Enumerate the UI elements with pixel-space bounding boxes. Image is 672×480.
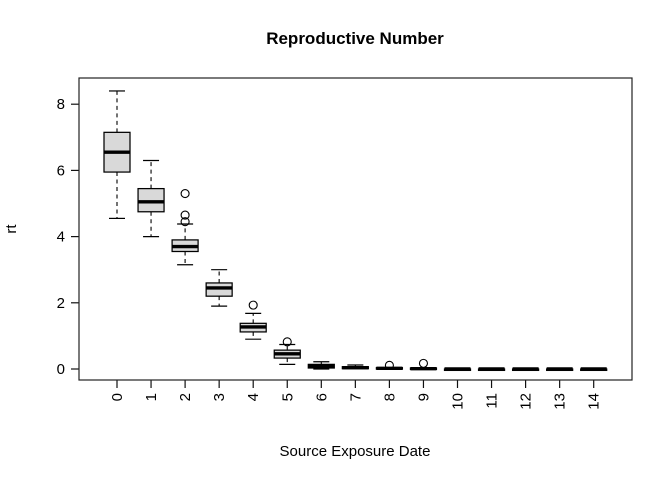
outlier-point — [180, 210, 190, 220]
boxplot-group-5 — [273, 337, 301, 365]
x-tick-label: 6 — [313, 393, 330, 401]
plot-frame — [78, 77, 633, 381]
boxplot-group-6 — [307, 361, 335, 370]
boxplot-group-12 — [511, 367, 540, 372]
x-tick-label: 13 — [552, 393, 569, 410]
x-tick-label: 9 — [415, 393, 432, 401]
y-axis-label: rt — [3, 224, 20, 234]
boxplot-series — [103, 90, 608, 372]
y-tick-label: 6 — [57, 162, 65, 179]
x-tick-label: 3 — [211, 393, 228, 401]
x-tick-label: 11 — [484, 393, 501, 409]
boxplot-group-8 — [375, 360, 404, 371]
outlier-point — [248, 300, 258, 310]
outlier-point — [384, 360, 394, 370]
boxplot-group-3 — [205, 269, 233, 307]
boxplot-group-1 — [137, 159, 165, 238]
y-axis: 0 2 4 6 8 — [57, 96, 79, 378]
x-axis: 0 1 2 3 4 5 6 7 8 9 10 11 12 13 14 — [109, 380, 603, 410]
boxplot-group-10 — [443, 367, 472, 372]
boxplot-group-4 — [239, 300, 267, 340]
x-tick-label: 0 — [109, 393, 126, 401]
y-tick-label: 2 — [57, 295, 65, 312]
y-tick-label: 8 — [57, 96, 65, 113]
y-tick-label: 4 — [57, 229, 65, 246]
outlier-point — [180, 189, 190, 199]
boxplot-group-9 — [409, 358, 438, 371]
boxplot-group-7 — [341, 364, 369, 370]
x-tick-label: 5 — [279, 393, 296, 401]
x-tick-label: 8 — [381, 393, 398, 401]
outlier-point — [418, 358, 429, 368]
x-axis-label: Source Exposure Date — [280, 443, 431, 460]
x-tick-label: 14 — [586, 393, 603, 410]
x-tick-label: 1 — [143, 393, 160, 401]
x-tick-label: 4 — [245, 393, 262, 401]
outlier-point — [282, 337, 292, 347]
boxplot-group-2 — [171, 189, 199, 266]
chart-title: Reproductive Number — [266, 29, 444, 48]
x-tick-label: 7 — [347, 393, 364, 401]
boxplot-group-11 — [477, 367, 506, 372]
boxplot-group-0 — [103, 90, 131, 219]
x-tick-label: 10 — [450, 393, 467, 410]
x-tick-label: 12 — [518, 393, 535, 410]
y-tick-label: 0 — [57, 361, 65, 378]
boxplot-group-14 — [580, 367, 608, 372]
outlier-point — [180, 217, 190, 227]
boxplot-group-13 — [546, 367, 574, 372]
x-tick-label: 2 — [177, 393, 194, 401]
